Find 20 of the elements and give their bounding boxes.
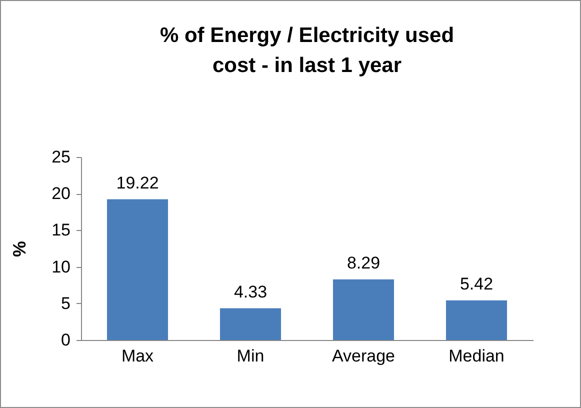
y-tick-label: 10	[52, 257, 70, 276]
data-label: 4.33	[234, 282, 268, 302]
chart-title: % of Energy / Electricity used cost - in last 1 year	[160, 24, 454, 77]
x-tick-label: Max	[121, 346, 154, 366]
x-tick-label: Min	[236, 346, 264, 366]
y-tick-label: 5	[61, 294, 70, 313]
y-tick-label: 25	[52, 148, 70, 166]
y-tick-label: 15	[52, 220, 70, 240]
bar	[446, 300, 508, 340]
bar	[332, 279, 394, 340]
y-tick-label: 0	[61, 330, 70, 350]
y-axis-title: %	[10, 240, 30, 258]
x-tick-label: Average	[332, 346, 396, 366]
x-tick-label: Median	[448, 346, 504, 366]
data-label: 19.22	[116, 173, 159, 192]
bar	[106, 199, 168, 340]
y-tick-label: 20	[52, 184, 70, 204]
data-label: 5.42	[460, 274, 494, 294]
bar	[220, 308, 282, 340]
data-label: 8.29	[346, 253, 380, 272]
